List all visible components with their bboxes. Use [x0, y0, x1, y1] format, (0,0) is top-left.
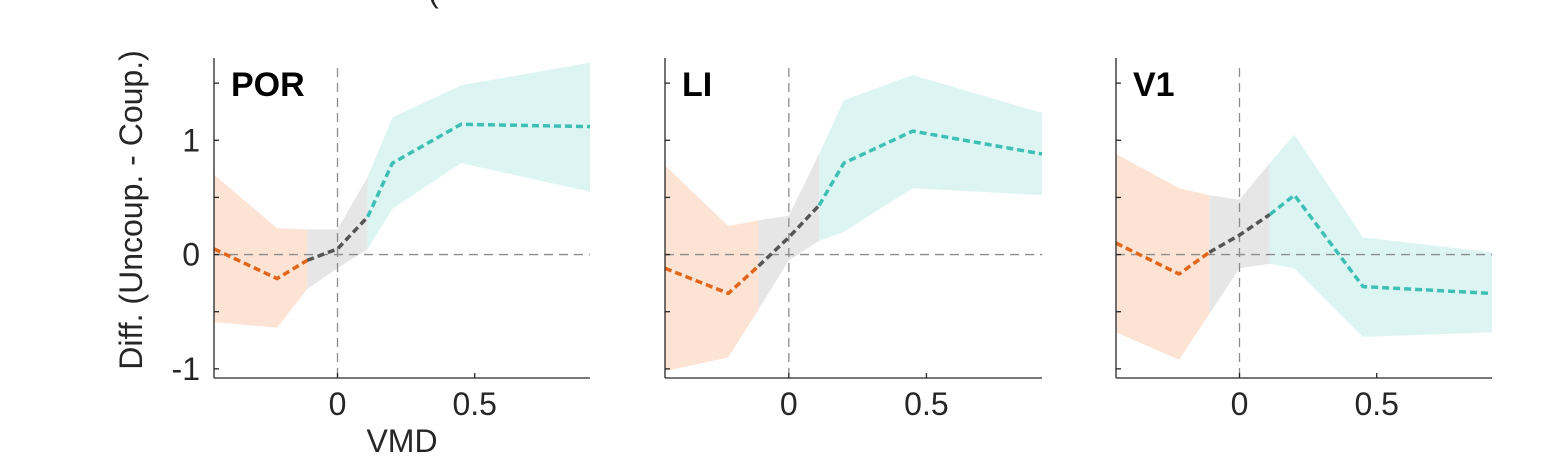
x-tick-label-v1: 0	[1231, 386, 1249, 422]
band-neg-v1	[1116, 154, 1210, 360]
series-mid-li	[757, 204, 821, 268]
series-neg-por	[213, 247, 309, 281]
band-mid-por	[307, 176, 368, 289]
panel-por: POR -1 0 1 0 0.5	[172, 58, 591, 422]
band-pos-li	[819, 75, 1042, 241]
band-neg-por	[214, 174, 308, 328]
band-mid-li	[758, 154, 820, 310]
y-axis-title: Diff. (Uncoup. - Coup.)	[113, 50, 149, 370]
x-tick-label-v1: 0.5	[1354, 386, 1398, 422]
band-pos-v1	[1269, 134, 1492, 337]
x-tick-label-por: 0	[329, 386, 347, 422]
series-pos-v1	[1268, 193, 1493, 296]
series-neg-li	[664, 264, 760, 296]
series-pos-por	[366, 122, 591, 218]
band-neg-li	[665, 165, 759, 372]
panel-li: LI 0 0.5	[664, 58, 1043, 422]
x-tick-label-por: 0.5	[452, 386, 496, 422]
y-tick-label-por: 1	[182, 122, 200, 158]
panel-title-li: LI	[682, 66, 712, 104]
y-tick-label-por: 0	[182, 237, 200, 273]
panel-letter-partial: (	[428, 0, 439, 9]
x-tick-label-li: 0.5	[904, 386, 948, 422]
series-pos-li	[817, 129, 1043, 207]
series-mid-por	[306, 215, 369, 262]
x-axis-title: VMD	[366, 423, 437, 459]
x-tick-label-li: 0	[780, 386, 798, 422]
series-neg-v1	[1115, 241, 1211, 276]
band-pos-por	[367, 62, 590, 249]
panel-v1: V1 0 0.5	[1115, 58, 1493, 422]
panel-title-v1: V1	[1133, 66, 1175, 104]
y-tick-label-por: -1	[172, 351, 200, 387]
series-mid-v1	[1208, 213, 1271, 254]
panel-title-por: POR	[231, 66, 305, 104]
